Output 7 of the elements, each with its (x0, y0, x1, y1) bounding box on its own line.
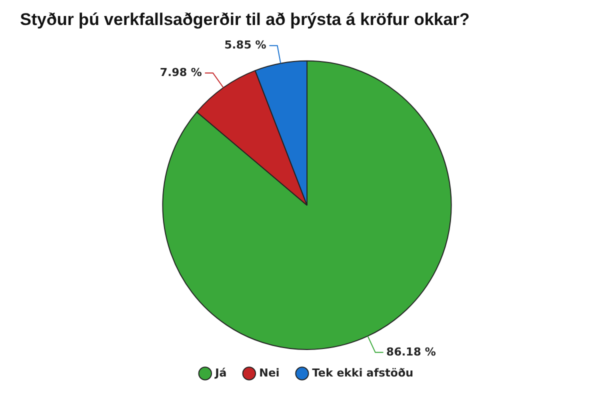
legend-label: Tek ekki afstöðu (312, 366, 414, 380)
legend-label: Nei (259, 366, 280, 380)
chart-title: Styður þú verkfallsaðgerðir til að þrýsta á kröfur okkar? (20, 10, 470, 29)
data-label: 7.98 % (160, 66, 202, 79)
legend-label: Já (214, 366, 227, 380)
data-label: 86.18 % (386, 345, 436, 358)
data-label: 5.85 % (224, 38, 266, 52)
